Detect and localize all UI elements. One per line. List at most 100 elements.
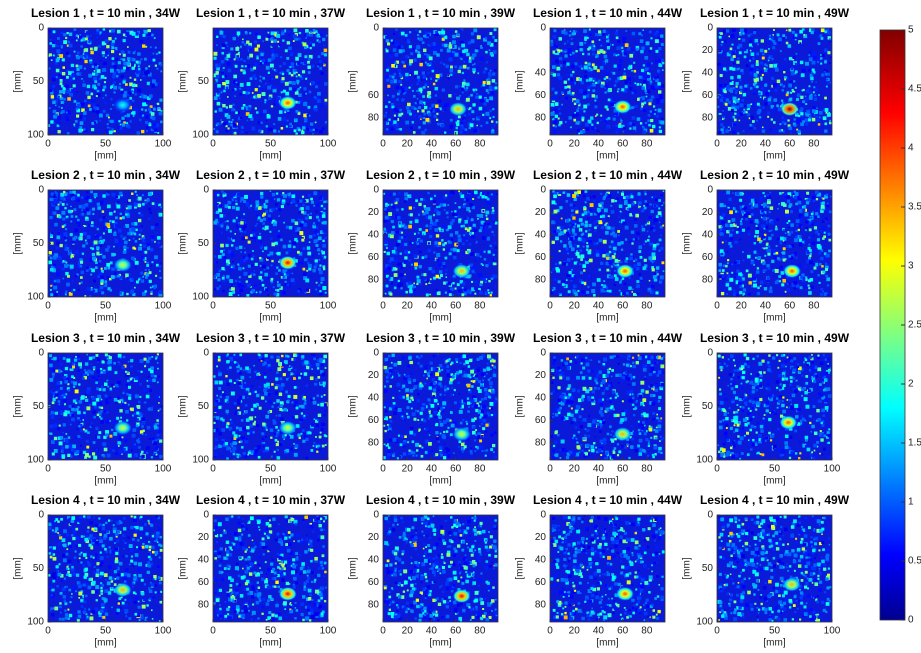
y-tick-label: 50: [33, 238, 45, 249]
speckle: [143, 244, 146, 247]
speckle: [417, 34, 419, 36]
speckle: [252, 74, 256, 78]
speckle: [581, 290, 585, 294]
speckle: [239, 88, 241, 90]
speckle: [71, 64, 74, 67]
speckle: [582, 233, 584, 235]
speckle: [307, 252, 311, 256]
speckle: [319, 197, 322, 200]
speckle: [71, 280, 73, 282]
speckle: [315, 121, 317, 123]
speckle: [636, 284, 640, 288]
speckle: [658, 250, 660, 252]
speckle: [609, 276, 611, 278]
x-tick-label: 80: [808, 139, 820, 150]
speckle: [753, 83, 756, 86]
speckle: [491, 193, 493, 195]
speckle: [230, 199, 232, 201]
x-tick-label: 0: [547, 301, 553, 312]
speckle: [128, 51, 131, 54]
speckle: [80, 265, 82, 267]
speckle: [436, 206, 438, 208]
speckle: [392, 206, 395, 209]
speckle: [49, 42, 52, 45]
speckle: [602, 254, 605, 257]
speckle: [400, 84, 402, 86]
speckle: [575, 50, 577, 52]
speckle: [640, 84, 642, 86]
speckle: [469, 60, 472, 63]
speckle: [643, 75, 647, 79]
speckle: [53, 286, 57, 290]
speckle: [142, 75, 144, 77]
speckle: [76, 72, 79, 75]
speckle: [487, 81, 491, 85]
speckle: [611, 265, 613, 267]
speckle: [279, 110, 283, 114]
speckle: [89, 199, 92, 202]
speckle: [653, 105, 655, 107]
speckle: [651, 210, 654, 213]
speckle: [814, 94, 816, 96]
speckle: [616, 198, 618, 200]
speckle: [79, 65, 83, 69]
speckle: [750, 50, 752, 52]
speckle: [69, 33, 72, 36]
speckle: [785, 118, 788, 121]
speckle: [230, 230, 232, 232]
speckle: [494, 43, 496, 45]
speckle: [241, 227, 245, 231]
panel-title: Lesion 1 , t = 10 min , 44W: [533, 6, 683, 20]
speckle: [467, 250, 470, 253]
speckle: [442, 29, 444, 31]
speckle: [251, 99, 253, 101]
speckle: [259, 200, 261, 202]
speckle: [611, 227, 615, 231]
speckle: [254, 270, 256, 272]
speckle: [643, 64, 645, 66]
speckle: [272, 193, 275, 196]
speckle: [302, 196, 304, 198]
speckle: [409, 206, 412, 209]
speckle: [608, 78, 611, 81]
speckle: [574, 191, 577, 194]
speckle: [820, 34, 823, 37]
speckle: [305, 292, 307, 294]
speckle: [315, 210, 318, 213]
speckle: [570, 78, 573, 81]
speckle: [629, 256, 633, 260]
speckle: [449, 46, 452, 49]
speckle: [447, 216, 449, 218]
speckle: [231, 287, 235, 291]
speckle: [452, 213, 456, 217]
speckle: [461, 58, 463, 60]
speckle: [642, 29, 644, 31]
speckle: [142, 194, 144, 196]
speckle: [90, 48, 93, 51]
speckle: [383, 294, 385, 296]
speckle: [151, 226, 155, 230]
speckle: [742, 99, 744, 101]
speckle: [82, 213, 85, 216]
speckle: [603, 37, 605, 39]
speckle: [486, 195, 488, 197]
speckle: [653, 260, 656, 263]
speckle: [324, 82, 328, 86]
speckle: [459, 192, 462, 195]
speckle: [66, 112, 68, 114]
speckle: [109, 130, 113, 134]
speckle: [588, 92, 590, 94]
speckle: [593, 45, 595, 47]
speckle: [659, 239, 662, 242]
speckle: [465, 128, 468, 131]
y-tick-label: 80: [535, 275, 547, 286]
speckle: [317, 92, 321, 96]
y-tick-label: 100: [27, 130, 44, 141]
speckle: [300, 223, 304, 227]
speckle: [417, 98, 419, 100]
speckle: [658, 47, 661, 50]
speckle: [736, 68, 739, 71]
speckle: [818, 123, 820, 125]
speckle: [294, 119, 296, 121]
speckle: [62, 203, 65, 206]
